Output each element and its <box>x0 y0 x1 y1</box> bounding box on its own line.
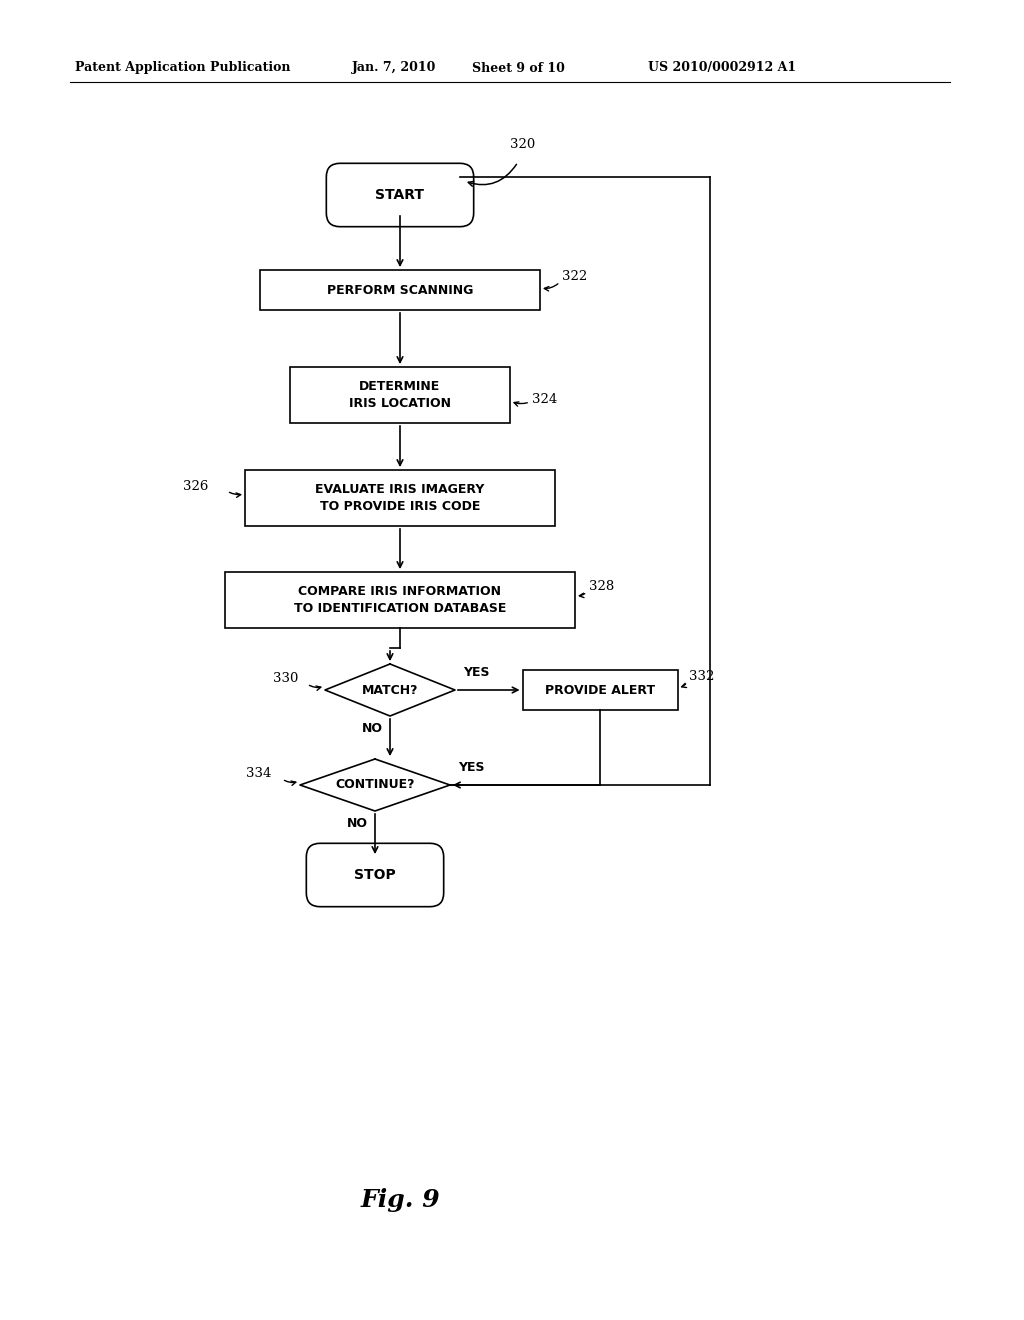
Text: NO: NO <box>362 722 383 735</box>
Bar <box>245 470 555 525</box>
Bar <box>290 367 510 422</box>
Text: MATCH?: MATCH? <box>361 684 418 697</box>
Text: COMPARE IRIS INFORMATION
TO IDENTIFICATION DATABASE: COMPARE IRIS INFORMATION TO IDENTIFICATI… <box>294 585 506 615</box>
Text: 320: 320 <box>510 139 536 150</box>
Text: Jan. 7, 2010: Jan. 7, 2010 <box>352 62 436 74</box>
Bar <box>522 671 678 710</box>
Text: CONTINUE?: CONTINUE? <box>335 779 415 792</box>
Text: Patent Application Publication: Patent Application Publication <box>75 62 291 74</box>
Text: YES: YES <box>458 762 484 774</box>
Text: 324: 324 <box>532 393 557 407</box>
Text: 332: 332 <box>689 671 715 682</box>
Text: NO: NO <box>347 817 368 830</box>
Text: EVALUATE IRIS IMAGERY
TO PROVIDE IRIS CODE: EVALUATE IRIS IMAGERY TO PROVIDE IRIS CO… <box>315 483 484 513</box>
Bar <box>225 572 575 628</box>
Text: START: START <box>376 187 425 202</box>
Text: STOP: STOP <box>354 869 396 882</box>
Text: YES: YES <box>463 667 489 678</box>
Text: 328: 328 <box>589 579 614 593</box>
Text: Sheet 9 of 10: Sheet 9 of 10 <box>472 62 565 74</box>
Text: 334: 334 <box>246 767 271 780</box>
Text: 326: 326 <box>183 480 208 492</box>
Bar <box>260 271 540 310</box>
FancyBboxPatch shape <box>306 843 443 907</box>
Text: US 2010/0002912 A1: US 2010/0002912 A1 <box>648 62 796 74</box>
Text: DETERMINE
IRIS LOCATION: DETERMINE IRIS LOCATION <box>349 380 451 411</box>
FancyBboxPatch shape <box>327 164 474 227</box>
Text: Fig. 9: Fig. 9 <box>360 1188 440 1212</box>
Text: PROVIDE ALERT: PROVIDE ALERT <box>545 684 655 697</box>
Text: 330: 330 <box>273 672 298 685</box>
Text: 322: 322 <box>562 271 587 282</box>
Text: PERFORM SCANNING: PERFORM SCANNING <box>327 284 473 297</box>
